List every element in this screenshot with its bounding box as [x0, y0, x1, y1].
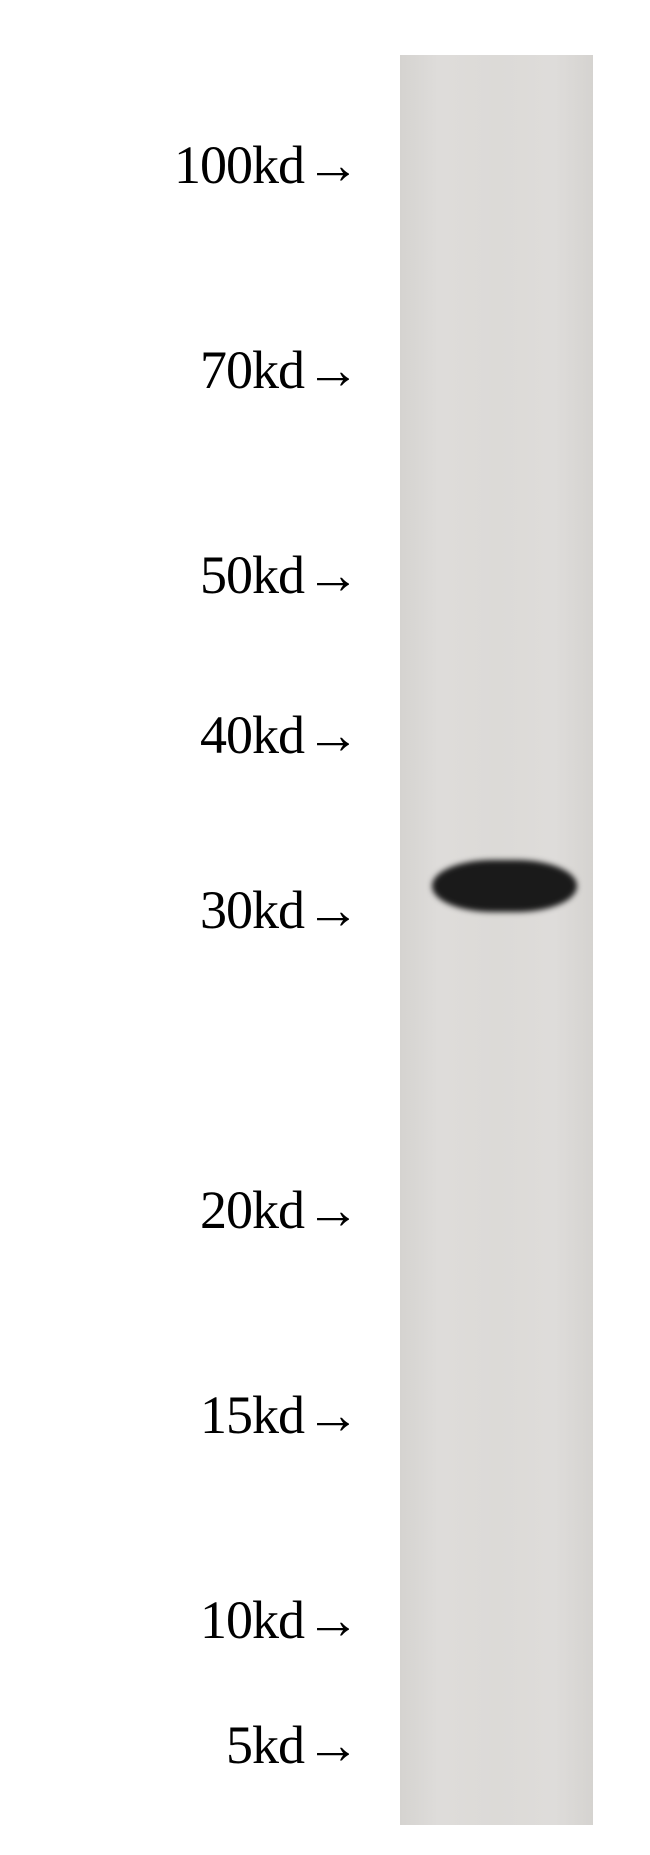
marker-label: 50kd: [200, 544, 304, 606]
blot-lane: [400, 55, 593, 1825]
marker-row-20kd: 20kd→: [0, 1180, 360, 1240]
arrow-icon: →: [306, 544, 360, 606]
marker-label: 100kd: [174, 134, 304, 196]
marker-label: 30kd: [200, 879, 304, 941]
marker-label: 20kd: [200, 1179, 304, 1241]
marker-row-5kd: 5kd→: [0, 1715, 360, 1775]
marker-label: 70kd: [200, 339, 304, 401]
marker-label: 5kd: [226, 1714, 304, 1776]
marker-row-30kd: 30kd→: [0, 880, 360, 940]
arrow-icon: →: [306, 1384, 360, 1446]
marker-row-70kd: 70kd→: [0, 340, 360, 400]
arrow-icon: →: [306, 1179, 360, 1241]
marker-label: 10kd: [200, 1589, 304, 1651]
marker-row-50kd: 50kd→: [0, 545, 360, 605]
western-blot: WWW.PTGLAB.COM 100kd→70kd→50kd→40kd→30kd…: [0, 0, 650, 1855]
arrow-icon: →: [306, 1714, 360, 1776]
marker-label: 40kd: [200, 704, 304, 766]
blot-band-1: [432, 860, 577, 912]
marker-label: 15kd: [200, 1384, 304, 1446]
marker-row-40kd: 40kd→: [0, 705, 360, 765]
arrow-icon: →: [306, 879, 360, 941]
marker-row-100kd: 100kd→: [0, 135, 360, 195]
marker-row-15kd: 15kd→: [0, 1385, 360, 1445]
arrow-icon: →: [306, 339, 360, 401]
arrow-icon: →: [306, 134, 360, 196]
marker-row-10kd: 10kd→: [0, 1590, 360, 1650]
arrow-icon: →: [306, 704, 360, 766]
arrow-icon: →: [306, 1589, 360, 1651]
